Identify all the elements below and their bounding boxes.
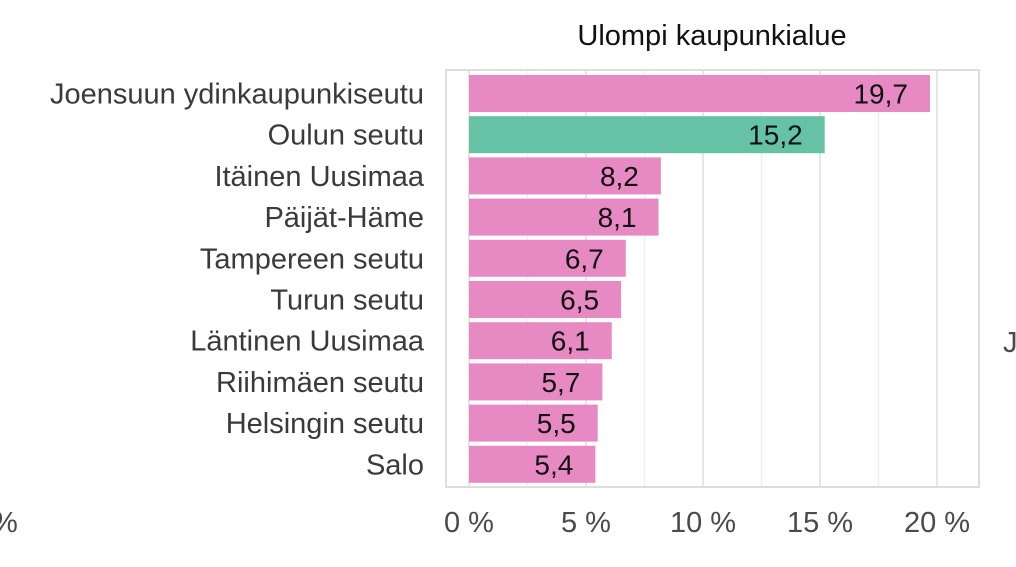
bars (469, 75, 930, 483)
data-label: 8,2 (600, 161, 639, 192)
bar (469, 445, 596, 483)
category-label: Päijät-Häme (264, 202, 424, 234)
category-label: Salo (366, 449, 424, 481)
category-label: Riihimäen seutu (216, 367, 424, 399)
bar (469, 75, 930, 112)
data-label: 19,7 (853, 79, 908, 110)
chart-title: Ulompi kaupunkialue (577, 20, 846, 52)
data-label: 6,5 (560, 285, 599, 316)
x-tick-label: 10 % (670, 507, 736, 539)
category-label: Turun seutu (270, 285, 424, 317)
neighbor-panel-tick-fragment: % (0, 507, 18, 539)
bar (469, 281, 622, 318)
category-label: Oulun seutu (268, 120, 424, 152)
bar (469, 363, 603, 401)
bar (469, 157, 661, 195)
category-label: Itäinen Uusimaa (214, 161, 424, 193)
category-label: Helsingin seutu (226, 408, 424, 440)
plot-panel-frame (445, 69, 980, 488)
bar (469, 322, 612, 360)
x-tick-label: 20 % (904, 507, 970, 539)
bar (469, 239, 626, 277)
data-label: 5,7 (541, 367, 580, 398)
data-label: 6,1 (551, 326, 590, 357)
category-label: Läntinen Uusimaa (190, 326, 425, 358)
data-label: 15,2 (748, 120, 803, 151)
category-label: Tampereen seutu (200, 243, 424, 275)
bar (469, 404, 598, 442)
x-tick-labels: 0 % 5 % 10 % 15 % 20 % (444, 507, 970, 539)
x-tick-label: 0 % (444, 507, 494, 539)
data-label: 8,1 (598, 202, 637, 233)
bar (469, 116, 825, 154)
neighbor-panel-label-fragment: J (1003, 327, 1016, 359)
x-tick-label: 5 % (561, 507, 611, 539)
x-tick-label: 15 % (787, 507, 853, 539)
data-label: 5,4 (534, 449, 573, 480)
category-labels: Joensuun ydinkaupunkiseutu Oulun seutu Itä… (50, 79, 425, 482)
data-label: 6,7 (565, 243, 604, 274)
bar (469, 198, 659, 236)
value-labels: 19,7 15,2 8,2 8,1 6,7 6,5 6,1 5,7 5,5 5,4 (534, 79, 908, 481)
data-label: 5,5 (537, 408, 576, 439)
category-label: Joensuun ydinkaupunkiseutu (50, 79, 424, 111)
